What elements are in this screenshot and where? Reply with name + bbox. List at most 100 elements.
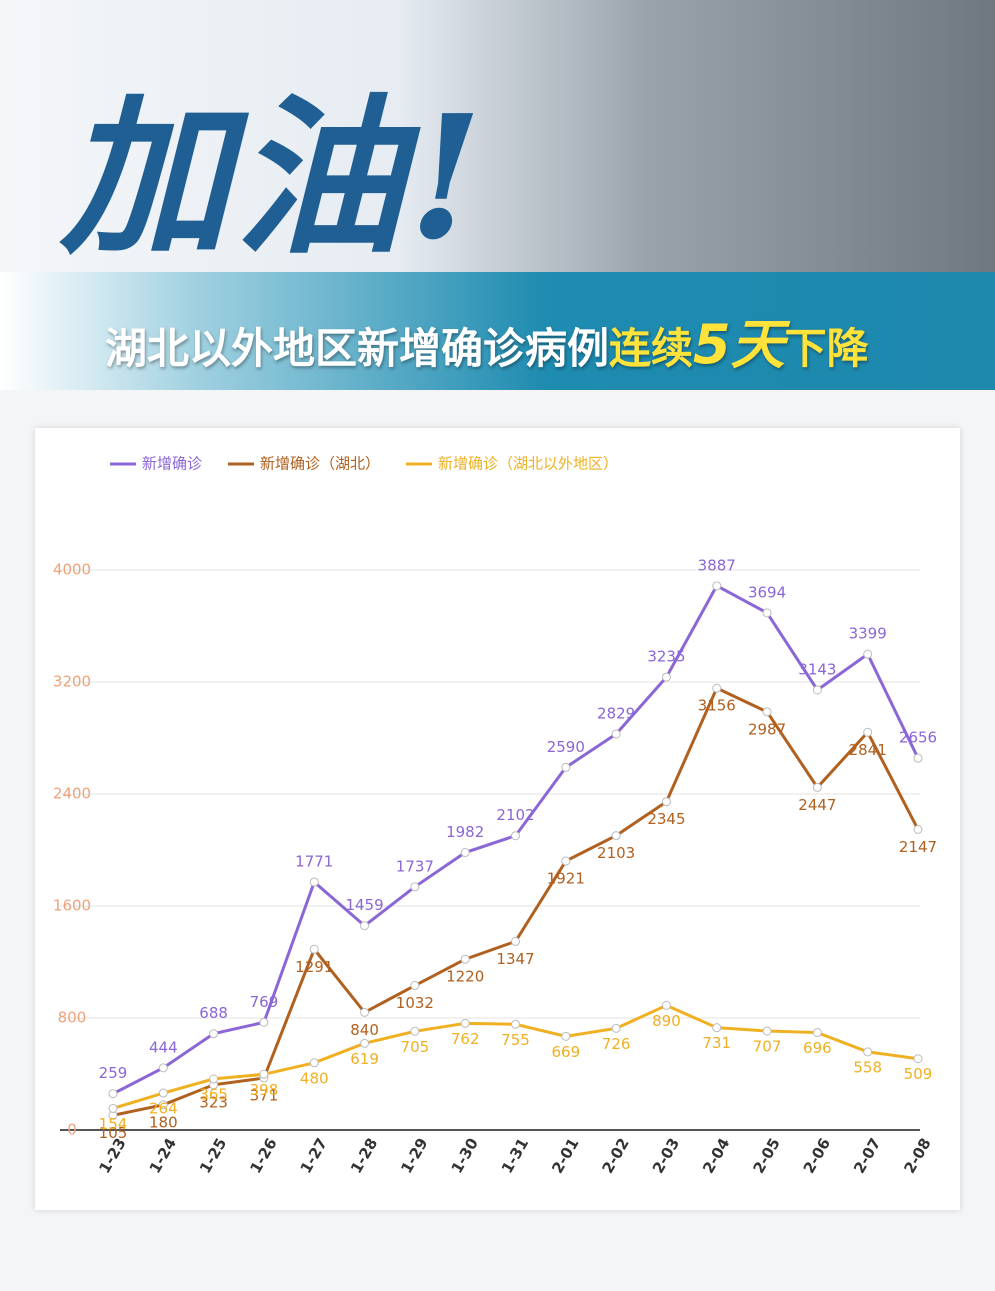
y-tick-label: 1600 — [53, 897, 91, 915]
data-label: 264 — [149, 1100, 178, 1118]
data-point — [561, 762, 571, 772]
x-tick-label: 1-27 — [297, 1135, 331, 1177]
y-tick-label: 800 — [58, 1009, 87, 1027]
data-point — [913, 824, 923, 834]
data-label: 2987 — [748, 720, 786, 738]
x-tick-label: 2-02 — [599, 1135, 633, 1177]
series-line — [112, 686, 920, 1117]
data-point — [360, 1038, 370, 1048]
x-tick-label: 1-28 — [347, 1135, 381, 1177]
data-point — [913, 1054, 923, 1064]
data-point — [511, 1019, 520, 1029]
data-point — [611, 1023, 621, 1033]
data-point — [712, 1023, 722, 1033]
data-point — [812, 782, 822, 792]
data-label: 3156 — [698, 697, 736, 715]
data-label: 3694 — [748, 583, 786, 601]
data-label: 840 — [350, 1021, 379, 1039]
data-point — [360, 1007, 370, 1017]
data-label: 2345 — [647, 810, 685, 828]
data-label: 3143 — [798, 660, 836, 678]
data-label: 259 — [99, 1064, 128, 1082]
x-tick-label: 1-26 — [246, 1135, 280, 1177]
data-point — [561, 1031, 571, 1041]
subtitle-band — [0, 272, 995, 390]
legend-label: 新增确诊 — [142, 455, 202, 473]
data-label: 1347 — [496, 950, 534, 968]
data-point — [158, 1100, 168, 1110]
data-point — [460, 954, 470, 964]
data-point — [863, 649, 873, 659]
data-point — [863, 1047, 873, 1057]
data-label: 769 — [250, 993, 279, 1011]
data-point — [812, 1028, 822, 1038]
data-point — [410, 1026, 420, 1036]
data-point — [913, 753, 923, 763]
data-label: 2590 — [547, 738, 585, 756]
x-tick-label: 2-06 — [800, 1135, 834, 1177]
data-label: 444 — [149, 1038, 178, 1056]
x-tick-label: 1-30 — [448, 1135, 482, 1177]
data-point — [762, 707, 772, 717]
data-label: 2147 — [899, 838, 937, 856]
data-label: 1771 — [295, 853, 333, 871]
hero-image: 加油! — [0, 0, 995, 278]
data-label: 696 — [803, 1039, 832, 1057]
data-point — [712, 683, 722, 693]
data-label: 890 — [652, 1012, 681, 1030]
data-label: 755 — [501, 1031, 530, 1049]
data-point — [460, 848, 470, 858]
data-label: 398 — [250, 1081, 279, 1099]
x-tick-label: 1-31 — [498, 1135, 532, 1177]
data-point — [611, 831, 621, 841]
data-label: 2103 — [597, 844, 635, 862]
data-point — [812, 685, 822, 695]
data-point — [158, 1063, 168, 1073]
data-point — [661, 672, 671, 682]
data-label: 105 — [99, 1124, 128, 1142]
data-label: 731 — [702, 1034, 731, 1052]
data-point — [108, 1103, 118, 1113]
data-label: 365 — [199, 1085, 228, 1103]
data-label: 371 — [250, 1087, 279, 1105]
data-point — [309, 1058, 319, 1068]
data-label: 726 — [602, 1035, 631, 1053]
data-point — [360, 921, 370, 931]
data-label: 2829 — [597, 704, 635, 722]
data-point — [259, 1069, 269, 1079]
x-tick-label: 2-01 — [548, 1135, 582, 1177]
data-point — [410, 981, 420, 991]
y-tick-label: 0 — [67, 1121, 77, 1139]
data-label: 669 — [551, 1043, 580, 1061]
data-point — [762, 608, 772, 618]
chart-panel — [35, 428, 960, 1210]
legend-label: 新增确诊（湖北） — [260, 455, 380, 473]
data-point — [511, 831, 520, 841]
y-tick-label: 2400 — [53, 785, 91, 803]
data-point — [611, 729, 621, 739]
legend-label: 新增确诊（湖北以外地区） — [438, 455, 618, 473]
x-tick-label: 2-03 — [649, 1135, 683, 1177]
x-tick-label: 1-24 — [146, 1135, 180, 1177]
data-point — [460, 1018, 470, 1028]
data-label: 480 — [300, 1069, 329, 1087]
subtitle-highlight: 连续 — [609, 324, 694, 373]
data-label: 3235 — [647, 648, 685, 666]
data-label: 1459 — [345, 896, 383, 914]
data-label: 1982 — [446, 823, 484, 841]
data-label: 2447 — [798, 796, 836, 814]
data-point — [209, 1074, 219, 1084]
x-tick-label: 2-07 — [850, 1135, 884, 1177]
data-label: 705 — [401, 1038, 430, 1056]
data-label: 2841 — [849, 741, 887, 759]
data-point — [309, 877, 319, 887]
subtitle-number: 5天 — [693, 313, 785, 376]
subtitle: 湖北以外地区新增确诊病例连续5天下降 — [105, 300, 869, 379]
data-point — [561, 856, 571, 866]
data-label: 3887 — [698, 556, 736, 574]
subtitle-text: 湖北以外地区新增确诊病例 — [105, 324, 610, 373]
data-point — [309, 944, 319, 954]
data-point — [108, 1089, 118, 1099]
